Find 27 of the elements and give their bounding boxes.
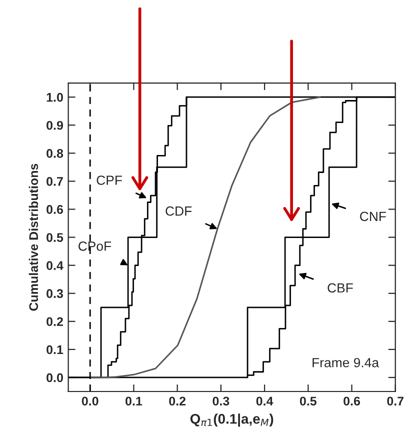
y-tick-label: 0.9 [46, 120, 63, 130]
y-tick-label: 0.8 [46, 148, 64, 158]
y-tick-label: 1.0 [46, 92, 63, 102]
y-tick-label: 0.1 [46, 345, 64, 354]
annotation: CBF [328, 283, 353, 293]
y-tick-label: 0.2 [46, 317, 63, 326]
x-tick-label: 0.2 [169, 396, 186, 406]
annotation: CDF [166, 206, 192, 216]
x-tick-label: 0.5 [300, 396, 316, 406]
y-tick-label: 0.4 [46, 261, 64, 270]
x-tick-label: 0.6 [344, 396, 360, 406]
x-axis-title: Q$_{π1}$(0.1|a,e$_{M}$) [190, 414, 274, 427]
annotation: CNF [360, 212, 386, 222]
annotation: CPoF [78, 241, 112, 251]
x-tick-label: 0.3 [212, 396, 230, 406]
annotation: CPF [96, 176, 122, 185]
x-tick-label: 0.7 [387, 396, 404, 406]
x-tick-label: 0.0 [82, 396, 98, 406]
x-tick-label: 0.4 [256, 396, 274, 406]
y-tick-label: 0.3 [46, 289, 63, 298]
y-tick-label: 0.5 [46, 233, 64, 242]
x-tick-label: 0.1 [126, 396, 142, 406]
y-axis-title: Cumulative Distributions [28, 164, 38, 311]
y-tick-label: 0.7 [46, 177, 63, 186]
y-tick-label: 0.6 [46, 205, 63, 214]
y-tick-label: 0.0 [46, 373, 63, 382]
annotation: Frame 9.4a [312, 358, 380, 368]
